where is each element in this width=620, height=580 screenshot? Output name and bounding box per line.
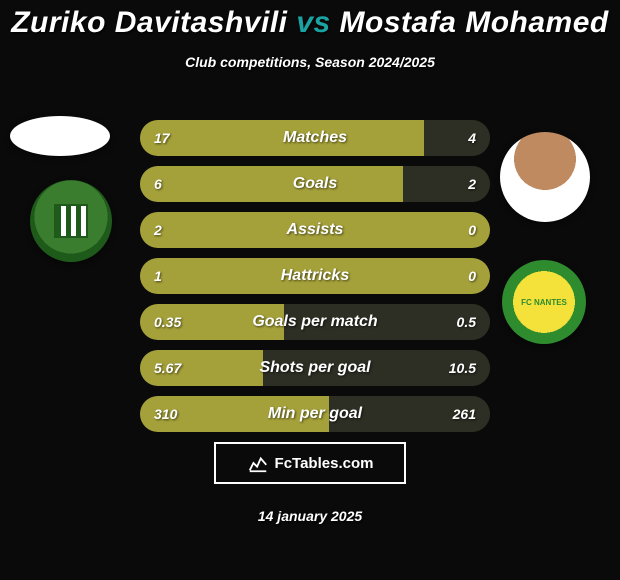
stat-row: Hattricks1 0 [140,258,490,294]
club1-logo-inner [54,204,88,238]
brand-badge: FcTables.com [214,442,406,484]
stat-label: Goals [140,166,490,202]
stat-value-right: 4 [468,120,476,156]
stat-label: Hattricks [140,258,490,294]
club2-logo-text: FC NANTES [521,298,567,307]
club2-logo: FC NANTES [502,260,586,344]
page-title: Zuriko Davitashvili vs Mostafa Mohamed [0,0,620,40]
stat-value-left: 5.67 [154,350,181,386]
stat-value-right: 2 [468,166,476,202]
comparison-chart: Matches174Goals62Assists20Hattricks10Goa… [140,120,490,442]
stat-value-right: 10.5 [449,350,476,386]
stat-row: Matches17 4 [140,120,490,156]
brand-icon [247,452,269,474]
stat-row: Assists2 0 [140,212,490,248]
stat-value-left: 1 [154,258,162,294]
stat-row: Min per goal310 261 [140,396,490,432]
player2-avatar [500,132,590,222]
stat-label: Assists [140,212,490,248]
stat-label: Matches [140,120,490,156]
stat-row: Goals per match0.35 0.5 [140,304,490,340]
player1-avatar [10,116,110,156]
stat-value-right: 0 [468,258,476,294]
player2-name: Mostafa Mohamed [340,6,609,39]
stat-label: Shots per goal [140,350,490,386]
stat-value-left: 310 [154,396,177,432]
stat-value-right: 0 [468,212,476,248]
club1-logo [30,180,112,262]
stat-value-left: 6 [154,166,162,202]
stat-value-left: 2 [154,212,162,248]
vs-word: vs [296,6,339,39]
brand-text: FcTables.com [275,455,374,472]
stat-label: Min per goal [140,396,490,432]
stat-value-left: 17 [154,120,170,156]
date-text: 14 january 2025 [0,508,620,524]
stat-value-left: 0.35 [154,304,181,340]
stat-row: Goals6 2 [140,166,490,202]
stat-row: Shots per goal5.67 10.5 [140,350,490,386]
stat-value-right: 261 [453,396,476,432]
stat-label: Goals per match [140,304,490,340]
subtitle: Club competitions, Season 2024/2025 [0,54,620,70]
stat-value-right: 0.5 [457,304,476,340]
player1-name: Zuriko Davitashvili [11,6,287,39]
